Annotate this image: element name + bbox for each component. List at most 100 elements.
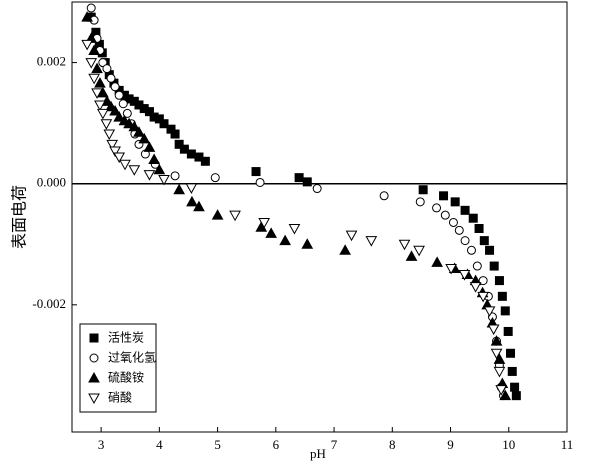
marker bbox=[472, 261, 482, 271]
x-axis-label: pH bbox=[310, 446, 326, 461]
legend-label: 硝酸 bbox=[108, 390, 132, 405]
marker bbox=[193, 200, 205, 212]
marker bbox=[294, 173, 304, 183]
marker bbox=[466, 245, 476, 255]
marker bbox=[312, 184, 322, 194]
marker bbox=[454, 225, 464, 235]
marker bbox=[460, 205, 470, 215]
marker bbox=[499, 389, 512, 401]
legend-marker bbox=[88, 371, 100, 383]
marker bbox=[493, 353, 506, 364]
marker bbox=[440, 210, 450, 220]
marker bbox=[405, 250, 418, 261]
marker bbox=[379, 191, 389, 201]
marker bbox=[479, 236, 489, 246]
legend-label: 过氧化氢 bbox=[108, 350, 156, 365]
marker bbox=[431, 256, 443, 267]
marker bbox=[110, 82, 120, 92]
marker bbox=[94, 77, 106, 88]
marker bbox=[468, 213, 478, 223]
marker bbox=[98, 58, 108, 68]
marker bbox=[113, 111, 126, 122]
marker bbox=[301, 238, 314, 249]
marker bbox=[365, 236, 378, 247]
marker bbox=[493, 366, 506, 378]
marker bbox=[500, 306, 510, 316]
marker bbox=[113, 152, 126, 164]
marker bbox=[439, 191, 449, 201]
marker bbox=[445, 263, 457, 275]
marker bbox=[103, 129, 116, 141]
marker bbox=[345, 230, 358, 242]
marker bbox=[229, 210, 241, 222]
legend-marker bbox=[88, 393, 100, 405]
marker bbox=[200, 156, 210, 166]
marker bbox=[265, 227, 278, 238]
marker bbox=[258, 217, 271, 229]
marker bbox=[122, 108, 132, 118]
marker bbox=[153, 163, 166, 175]
marker bbox=[118, 99, 128, 109]
marker bbox=[483, 306, 496, 317]
x-tick-label: 7 bbox=[331, 437, 338, 452]
marker bbox=[288, 224, 301, 235]
marker bbox=[86, 3, 96, 13]
marker bbox=[418, 185, 428, 195]
marker bbox=[448, 217, 458, 227]
marker bbox=[279, 234, 291, 246]
legend-label: 活性炭 bbox=[108, 331, 144, 345]
marker bbox=[494, 276, 504, 286]
marker bbox=[415, 197, 425, 207]
legend-label: 硫酸铵 bbox=[108, 370, 144, 385]
x-tick-label: 6 bbox=[273, 437, 280, 452]
marker bbox=[210, 173, 220, 183]
marker bbox=[85, 58, 98, 69]
marker bbox=[170, 129, 180, 139]
marker bbox=[511, 391, 521, 401]
marker bbox=[179, 144, 189, 154]
marker bbox=[490, 335, 503, 346]
marker bbox=[490, 348, 503, 360]
legend-marker bbox=[89, 353, 99, 363]
marker bbox=[186, 195, 198, 207]
y-tick-label: 0.002 bbox=[37, 54, 66, 69]
marker bbox=[485, 245, 495, 255]
marker bbox=[489, 261, 499, 271]
marker bbox=[123, 117, 135, 129]
marker bbox=[251, 167, 261, 177]
marker bbox=[503, 326, 513, 336]
marker bbox=[170, 171, 180, 181]
marker bbox=[510, 382, 520, 392]
marker bbox=[159, 119, 169, 129]
marker bbox=[81, 39, 93, 51]
marker bbox=[154, 114, 164, 124]
marker bbox=[487, 324, 500, 336]
marker bbox=[102, 64, 112, 74]
marker bbox=[106, 139, 119, 151]
x-tick-label: 3 bbox=[98, 437, 105, 452]
marker bbox=[458, 270, 471, 281]
marker bbox=[495, 385, 508, 396]
marker bbox=[143, 141, 156, 152]
marker bbox=[109, 146, 121, 158]
marker bbox=[128, 165, 141, 176]
marker bbox=[114, 90, 124, 100]
y-axis-label: 表面电荷 bbox=[10, 185, 29, 249]
legend-marker bbox=[89, 333, 99, 343]
marker bbox=[398, 239, 411, 251]
marker bbox=[158, 174, 170, 186]
x-tick-label: 10 bbox=[502, 437, 515, 452]
marker bbox=[302, 177, 312, 187]
marker bbox=[450, 197, 460, 207]
marker bbox=[506, 348, 516, 358]
x-tick-label: 9 bbox=[447, 437, 454, 452]
marker bbox=[81, 11, 93, 22]
marker bbox=[106, 73, 116, 83]
x-tick-label: 4 bbox=[156, 437, 163, 452]
marker bbox=[469, 282, 482, 293]
x-tick-label: 11 bbox=[561, 437, 574, 452]
marker bbox=[460, 236, 470, 246]
marker bbox=[173, 183, 186, 195]
marker bbox=[174, 139, 184, 149]
